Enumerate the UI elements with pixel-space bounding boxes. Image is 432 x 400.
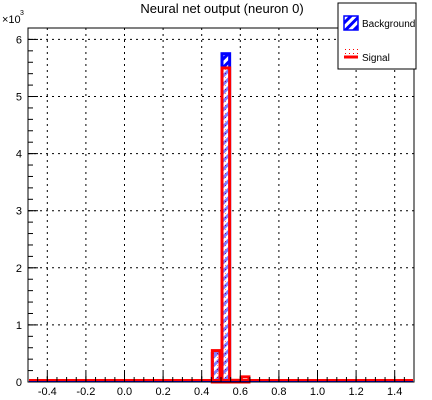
legend-swatch-background	[343, 15, 359, 31]
y-tick-label: 2	[16, 263, 22, 275]
y-tick-label: 4	[16, 149, 22, 161]
x-tick-label: 1.4	[387, 386, 402, 398]
x-tick-label: 1.0	[310, 386, 325, 398]
x-tick-label: -0.4	[38, 386, 57, 398]
y-tick-label: 5	[16, 92, 22, 104]
x-tick-label: 0.4	[194, 386, 209, 398]
y-tick-label: 0	[16, 377, 22, 389]
legend-label-background: Background	[362, 19, 415, 30]
y-tick-label: 3	[16, 206, 22, 218]
legend-label-signal: Signal	[362, 53, 390, 64]
bar-signal	[220, 66, 232, 384]
x-tick-label: 0.6	[233, 386, 248, 398]
x-tick-label: 1.2	[348, 386, 363, 398]
x-tick-label: 0.8	[271, 386, 286, 398]
legend: Background Signal	[337, 2, 417, 70]
y-tick-label: 6	[16, 34, 22, 46]
y-tick-label: 1	[16, 320, 22, 332]
x-tick-label: 0.2	[155, 386, 170, 398]
y-multiplier-label: ×10	[2, 14, 21, 26]
y-multiplier-exponent: 3	[20, 10, 24, 17]
x-tick-label: 0.0	[117, 386, 132, 398]
chart-title: Neural net output (neuron 0)	[140, 1, 303, 16]
y-axis: 0 1 2 3 4 5 6	[16, 27, 38, 389]
bar-signal	[210, 349, 222, 384]
x-tick-label: -0.2	[76, 386, 95, 398]
x-axis: -0.4 -0.2 0.0 0.2 0.4 0.6 0.8 1.0 1.2 1.4	[27, 372, 415, 398]
